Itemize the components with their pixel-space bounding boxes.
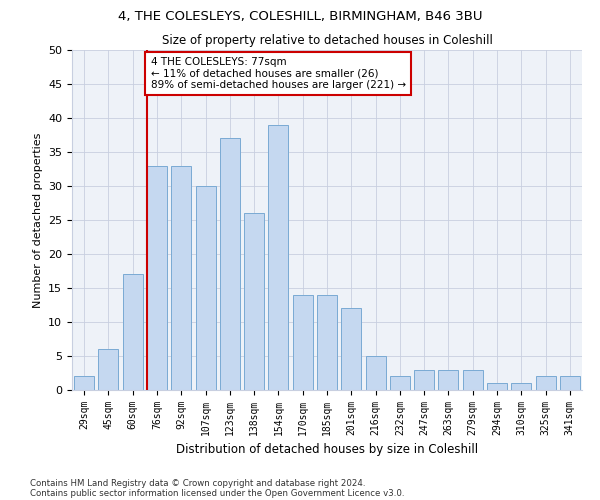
Bar: [268, 125, 289, 390]
Bar: [487, 383, 507, 390]
Bar: [365, 356, 386, 390]
Text: 4 THE COLESLEYS: 77sqm
← 11% of detached houses are smaller (26)
89% of semi-det: 4 THE COLESLEYS: 77sqm ← 11% of detached…: [151, 57, 406, 90]
Bar: [463, 370, 482, 390]
Bar: [390, 376, 410, 390]
Bar: [536, 376, 556, 390]
Bar: [511, 383, 531, 390]
Bar: [196, 186, 215, 390]
Bar: [123, 274, 143, 390]
Bar: [220, 138, 240, 390]
Bar: [98, 349, 118, 390]
Y-axis label: Number of detached properties: Number of detached properties: [32, 132, 43, 308]
Text: Contains HM Land Registry data © Crown copyright and database right 2024.: Contains HM Land Registry data © Crown c…: [30, 478, 365, 488]
Bar: [439, 370, 458, 390]
Bar: [74, 376, 94, 390]
Bar: [317, 295, 337, 390]
Bar: [172, 166, 191, 390]
X-axis label: Distribution of detached houses by size in Coleshill: Distribution of detached houses by size …: [176, 444, 478, 456]
Text: Contains public sector information licensed under the Open Government Licence v3: Contains public sector information licen…: [30, 488, 404, 498]
Text: 4, THE COLESLEYS, COLESHILL, BIRMINGHAM, B46 3BU: 4, THE COLESLEYS, COLESHILL, BIRMINGHAM,…: [118, 10, 482, 23]
Bar: [341, 308, 361, 390]
Title: Size of property relative to detached houses in Coleshill: Size of property relative to detached ho…: [161, 34, 493, 48]
Bar: [560, 376, 580, 390]
Bar: [244, 213, 264, 390]
Bar: [414, 370, 434, 390]
Bar: [147, 166, 167, 390]
Bar: [293, 295, 313, 390]
